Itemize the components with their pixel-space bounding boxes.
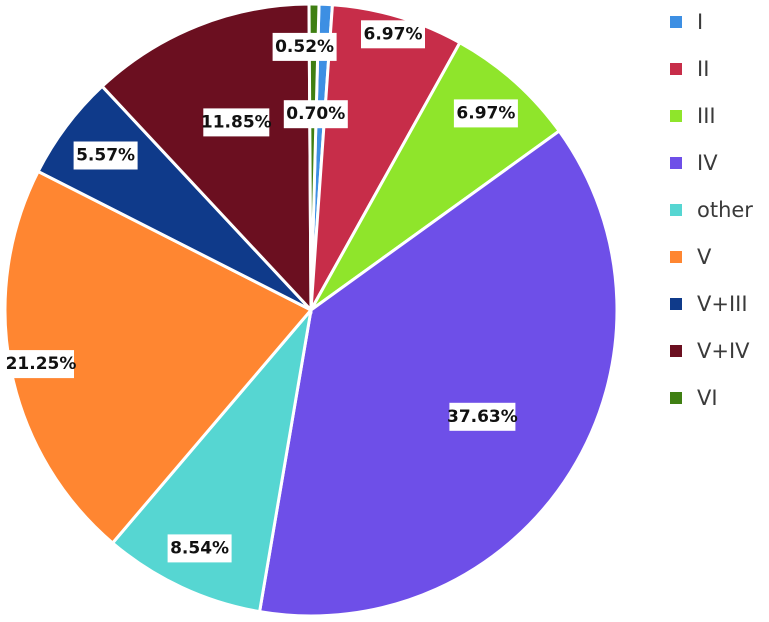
legend-label: V+IV (697, 339, 750, 363)
pie-slice-vi (307, 2, 321, 311)
legend-swatch (670, 298, 682, 310)
data-label: 0.52% (272, 32, 337, 61)
data-label-box (167, 534, 232, 563)
legend-label: other (697, 198, 753, 222)
legend-label: VI (697, 386, 718, 410)
legend-swatch (670, 110, 682, 122)
legend-label: II (697, 57, 709, 81)
legend-swatch (670, 392, 682, 404)
legend-swatch (670, 204, 682, 216)
data-label: 37.63% (447, 402, 518, 431)
legend-item: V (670, 245, 712, 269)
data-label-text: 11.85% (201, 112, 272, 132)
legend-item: other (670, 198, 753, 222)
data-label-text: 21.25% (6, 354, 77, 374)
data-labels: 0.70% 6.97% 6.97% 37.63% 8.54% 21.25% 5.57% 11.… (6, 20, 518, 563)
legend-label: I (697, 10, 703, 34)
data-label: 6.97% (361, 20, 425, 49)
legend-item: II (670, 57, 709, 81)
data-label: 6.97% (453, 99, 518, 128)
data-label-text: 5.57% (76, 146, 135, 166)
legend-swatch (670, 16, 682, 28)
legend-item: IV (670, 151, 718, 175)
data-label-text: 6.97% (364, 24, 423, 44)
data-label: 0.70% (283, 100, 348, 129)
pie-slice-iv (257, 128, 619, 618)
data-label-text: 8.54% (170, 538, 229, 558)
legend-item: V+IV (670, 339, 750, 363)
pie-slice-v-iv (100, 2, 313, 314)
legend-label: IV (697, 151, 718, 175)
data-label-text: 0.70% (286, 104, 345, 124)
pie-slice-ii (309, 3, 462, 311)
legend-item: V+III (670, 292, 748, 316)
data-label-box (8, 350, 74, 379)
data-label: 5.57% (73, 141, 138, 170)
data-label-box (73, 141, 138, 170)
legend-swatch (670, 251, 682, 263)
data-label: 11.85% (201, 108, 272, 137)
pie-slices (3, 2, 619, 618)
data-label: 21.25% (6, 350, 77, 379)
data-label-box (449, 402, 516, 431)
legend-item: VI (670, 386, 718, 410)
data-label-box (272, 32, 337, 61)
legend-label: III (697, 104, 716, 128)
legend-label: V (697, 245, 712, 269)
data-label-box (203, 108, 270, 137)
data-label-box (453, 99, 518, 128)
data-label-text: 0.52% (275, 37, 334, 57)
legend-swatch (670, 345, 682, 357)
data-label-box (283, 100, 348, 129)
legend-item: I (670, 10, 703, 34)
legend-swatch (670, 157, 682, 169)
legend-item: III (670, 104, 716, 128)
data-label-box (361, 20, 425, 49)
pie-slice-other (110, 304, 314, 614)
data-label-text: 6.97% (456, 103, 515, 123)
data-label: 8.54% (167, 534, 232, 563)
legend-swatch (670, 63, 682, 75)
legend-label: V+III (697, 292, 748, 316)
data-label-text: 37.63% (447, 407, 518, 427)
